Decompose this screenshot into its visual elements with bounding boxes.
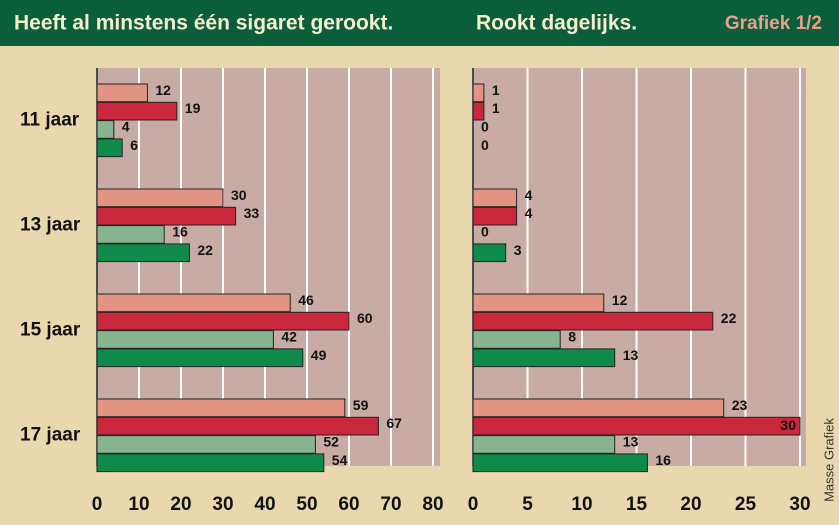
x-tick-label: 60 [338,494,359,515]
value-label: 46 [298,292,314,308]
value-label: 42 [281,328,297,344]
bar [472,416,801,436]
bar [472,435,616,454]
bar [472,101,485,121]
value-label: 3 [514,242,522,258]
value-label: 60 [357,310,373,326]
bar [96,83,148,103]
x-tick-label: 50 [296,494,317,515]
value-label: 0 [481,137,489,153]
value-label: 52 [323,433,339,449]
value-label: 30 [231,187,247,203]
x-tick-label: 20 [170,494,191,515]
x-tick-label: 80 [422,494,443,515]
x-tick-label: 70 [380,494,401,515]
chart-title: Heeft al minstens één sigaret gerookt. [14,12,393,35]
x-tick-label: 30 [789,494,810,515]
x-tick-label: 10 [571,494,592,515]
value-label: 0 [481,223,489,239]
value-label: 1 [492,82,500,98]
value-label: 13 [623,347,639,363]
bar [472,398,725,418]
bar [96,453,325,473]
x-tick-label: 0 [468,494,479,515]
value-label: 16 [655,452,671,468]
value-label: 0 [481,118,489,134]
value-label: 59 [353,397,369,413]
bar [96,120,115,139]
bar [472,188,518,208]
x-tick-label: 15 [626,494,648,515]
bar [472,206,518,226]
value-label: 1 [492,100,500,116]
value-label: 4 [525,187,533,203]
value-label: 12 [612,292,628,308]
x-tick-label: 5 [522,494,533,515]
bar [96,243,190,263]
bar [472,243,507,263]
bar [472,348,616,368]
value-label: 67 [386,415,402,431]
bar [472,311,714,331]
bar [96,101,178,121]
graph-label: Grafiek 1/2 [725,13,822,34]
value-label: 22 [197,242,213,258]
bar [96,398,346,418]
value-label: 33 [244,205,260,221]
value-label: 12 [155,82,171,98]
bar [96,206,237,226]
value-label: 19 [185,100,201,116]
category-label: 17 jaar [20,425,81,446]
value-label: 6 [130,137,138,153]
value-label: 4 [122,118,130,134]
bar [96,435,316,454]
x-tick-label: 20 [680,494,701,515]
bar [96,416,379,436]
value-label: 22 [721,310,737,326]
value-label: 8 [568,328,576,344]
bar [472,330,561,349]
x-tick-label: 30 [212,494,233,515]
value-label: 23 [732,397,748,413]
bar [472,453,648,473]
bar [472,293,605,313]
bar [96,225,165,244]
x-tick-label: 0 [92,494,103,515]
bar [472,83,485,103]
category-label: 11 jaar [20,110,80,131]
bar [96,188,224,208]
bar [96,311,350,331]
value-label: 54 [332,452,348,468]
x-tick-label: 10 [128,494,149,515]
chart-title: Rookt dagelijks. [476,12,637,35]
category-label: 13 jaar [20,215,81,236]
value-label: 4 [525,205,533,221]
bar [96,330,274,349]
category-label: 15 jaar [20,320,81,341]
value-label: 16 [172,223,188,239]
x-tick-label: 25 [735,494,757,515]
bar [96,293,291,313]
bar [96,138,123,158]
value-label: 49 [311,347,327,363]
credit: Masse Grafiek [821,418,836,502]
x-tick-label: 40 [254,494,275,515]
header-bar [0,0,839,46]
bar [96,348,304,368]
value-label: 30 [780,417,796,433]
value-label: 13 [623,433,639,449]
